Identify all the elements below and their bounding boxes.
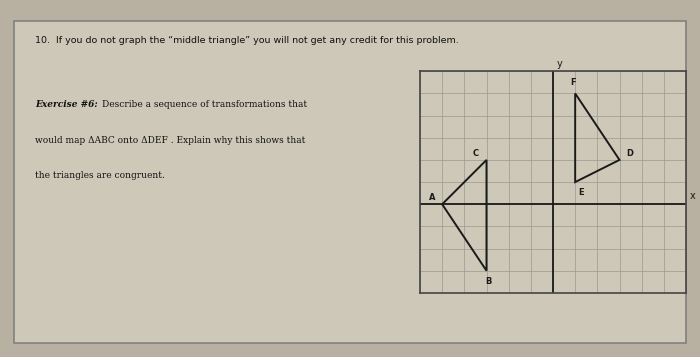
Text: F: F: [570, 78, 576, 87]
Text: the triangles are congruent.: the triangles are congruent.: [35, 171, 165, 180]
Text: y: y: [556, 59, 562, 69]
Text: B: B: [486, 277, 492, 286]
Text: Describe a sequence of transformations that: Describe a sequence of transformations t…: [102, 100, 307, 109]
Text: E: E: [578, 188, 584, 197]
FancyBboxPatch shape: [14, 21, 686, 343]
Text: A: A: [429, 193, 435, 202]
Text: x: x: [690, 191, 695, 201]
Text: D: D: [626, 149, 633, 158]
Text: 10.  If you do not graph the “middle triangle” you will not get any credit for t: 10. If you do not graph the “middle tria…: [35, 36, 458, 45]
Text: would map ΔABC onto ΔDEF . Explain why this shows that: would map ΔABC onto ΔDEF . Explain why t…: [35, 136, 305, 145]
Text: C: C: [473, 149, 479, 158]
Text: Exercise #6:: Exercise #6:: [35, 100, 98, 109]
